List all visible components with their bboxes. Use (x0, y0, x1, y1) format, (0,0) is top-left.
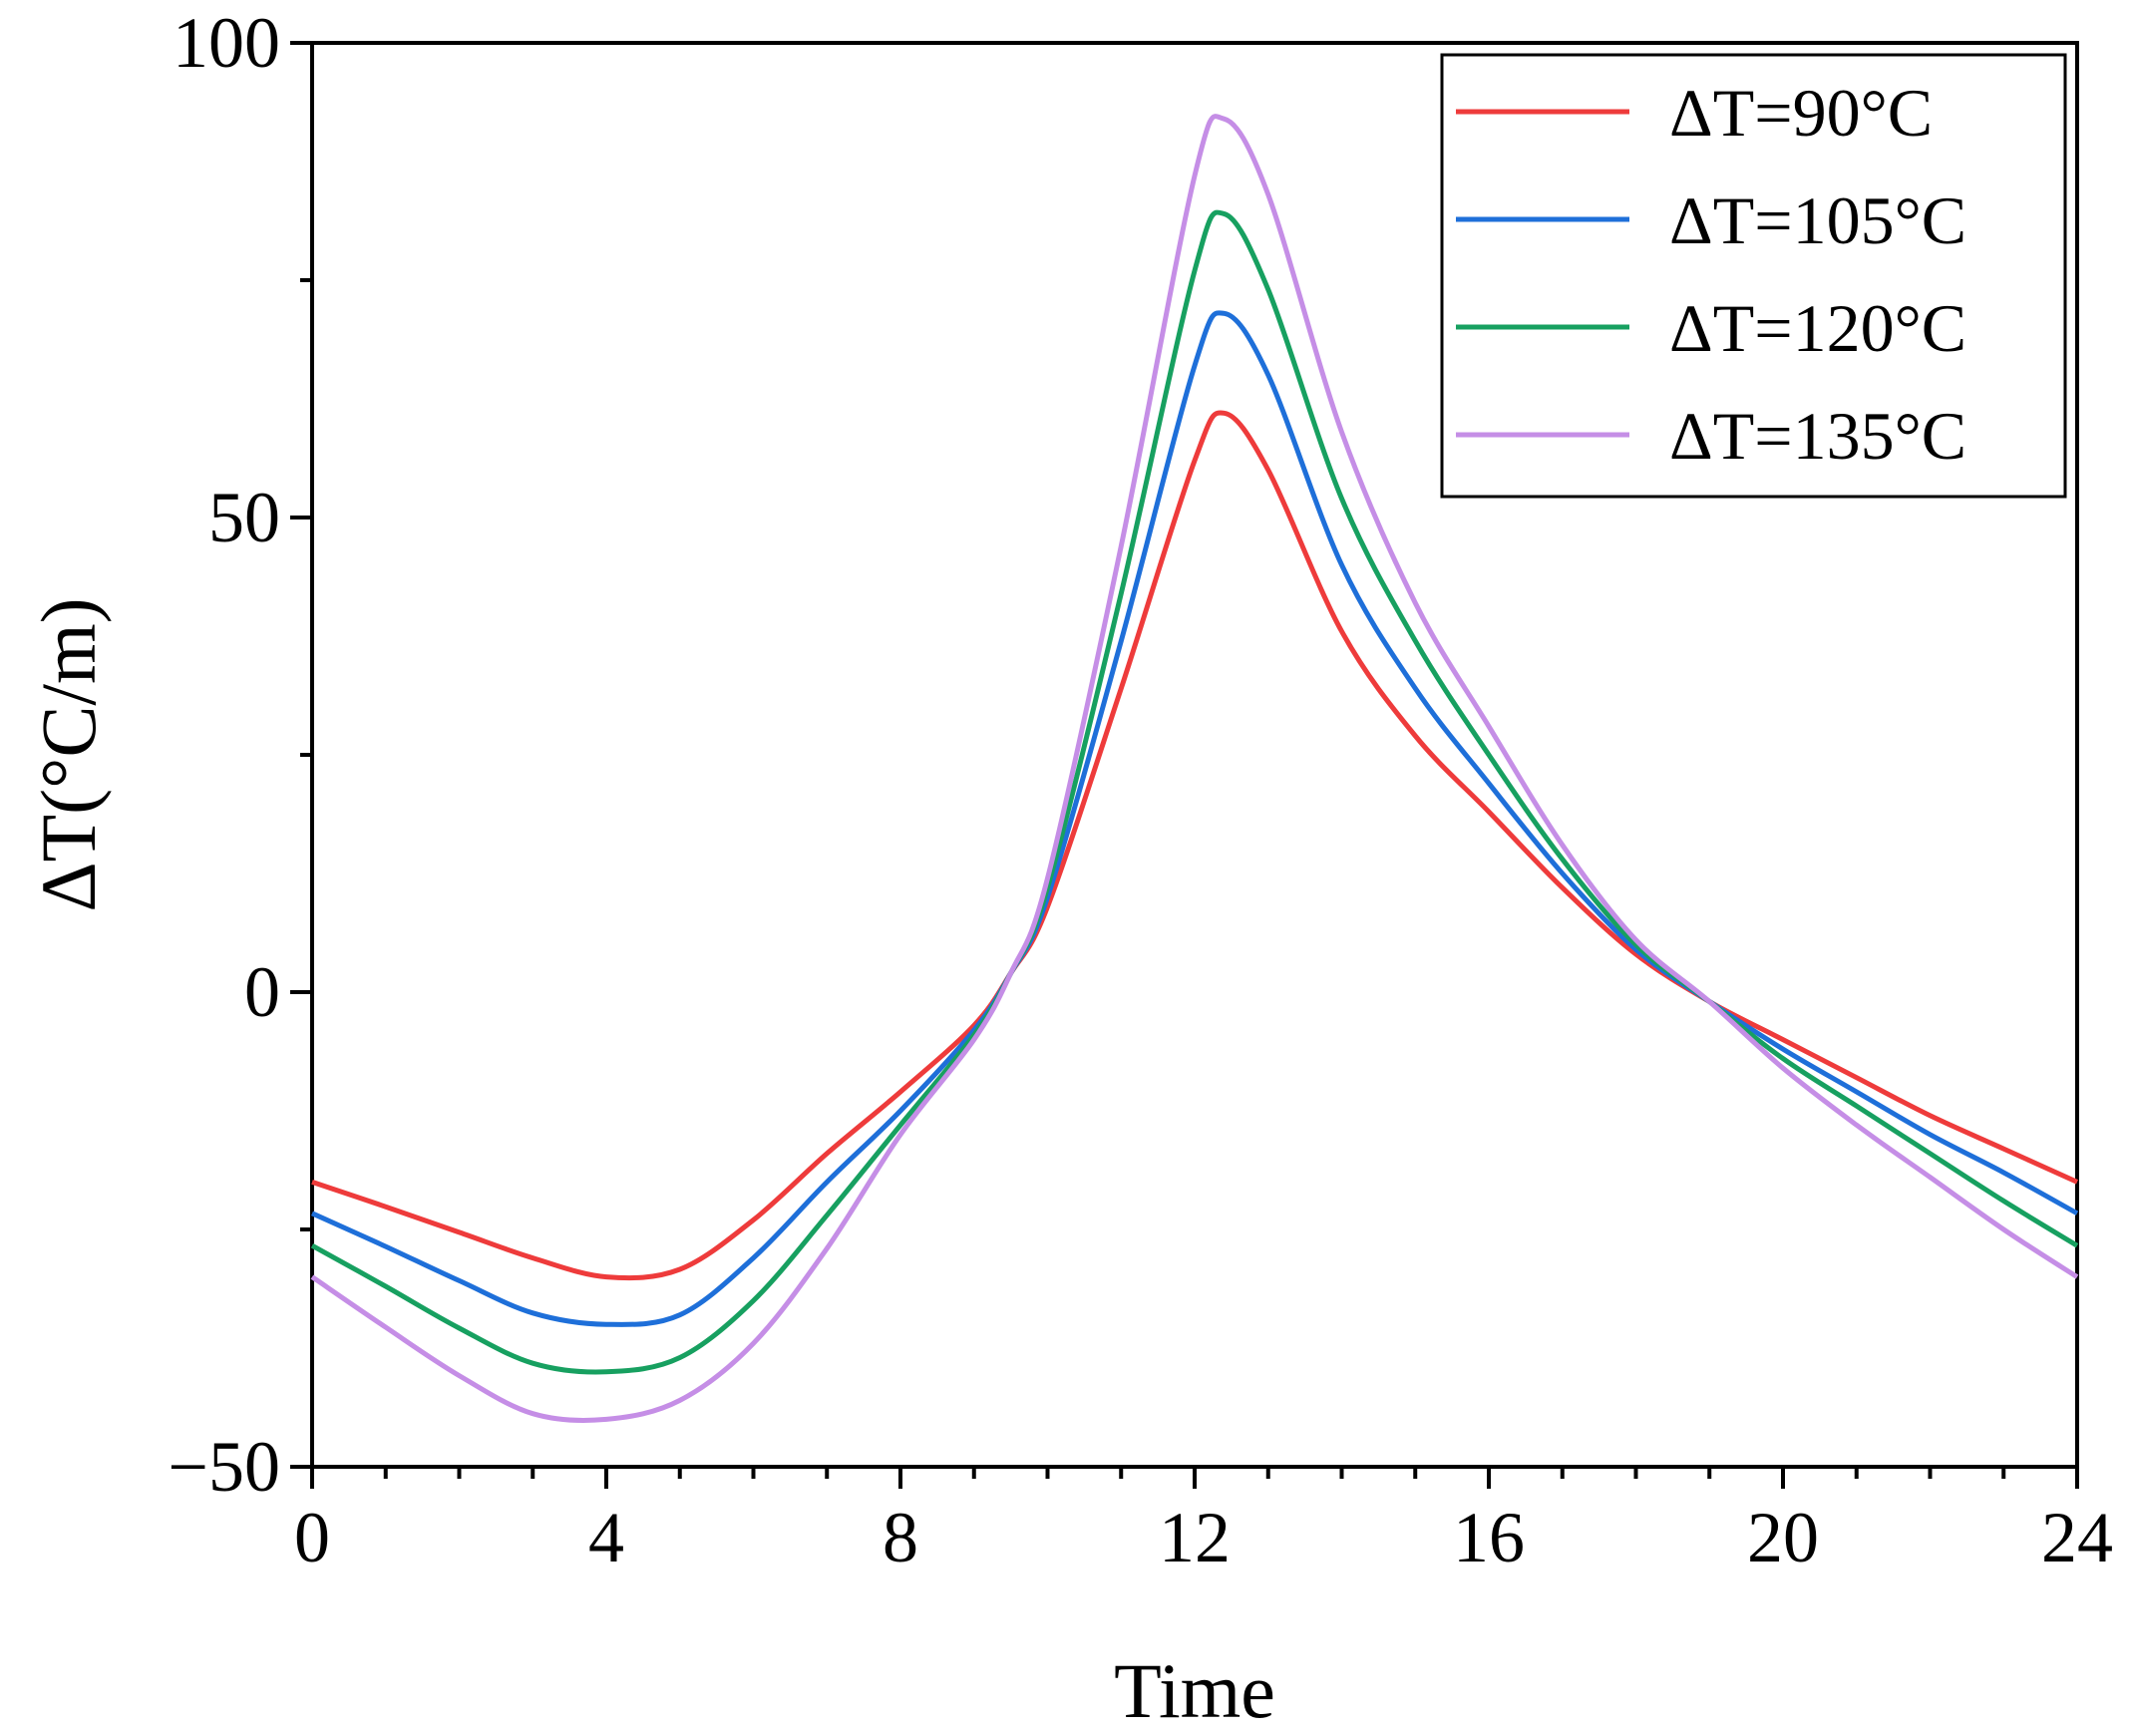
legend-label-3: ΔT=120°C (1669, 290, 1966, 366)
legend-label-2: ΔT=105°C (1669, 182, 1966, 258)
x-tick-label: 16 (1453, 1498, 1525, 1577)
x-axis-title: Time (1114, 1647, 1275, 1734)
series-line-2 (310, 310, 2079, 1327)
x-tick-label: 24 (2041, 1498, 2113, 1577)
x-tick-label: 20 (1747, 1498, 1819, 1577)
x-tick-label: 8 (883, 1498, 918, 1577)
x-tick-label: 0 (294, 1498, 330, 1577)
y-tick-label: 0 (244, 952, 280, 1032)
legend-label-4: ΔT=135°C (1669, 398, 1966, 474)
series-line-1 (311, 410, 2079, 1281)
series-layer (310, 114, 2079, 1424)
legend: ΔT=90°C ΔT=105°C ΔT=120°C ΔT=135°C (1440, 53, 2067, 499)
legend-box (1440, 53, 2067, 499)
series-line-4 (310, 114, 2079, 1424)
y-axis-title: ΔT(°C/m) (25, 597, 112, 911)
legend-label-1: ΔT=90°C (1669, 75, 1933, 151)
y-tick-label: −50 (168, 1427, 280, 1507)
x-tick-label: 12 (1159, 1498, 1231, 1577)
y-tick-label: 50 (208, 478, 280, 557)
x-tick-label: 4 (588, 1498, 624, 1577)
y-tick-label: 100 (173, 3, 280, 83)
